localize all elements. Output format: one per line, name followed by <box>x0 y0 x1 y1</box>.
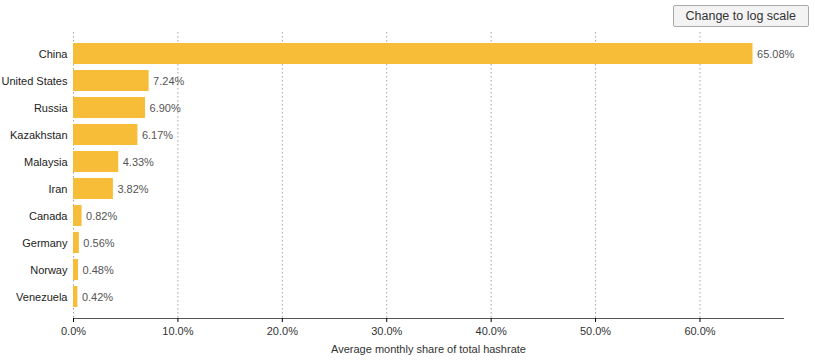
svg-text:50.0%: 50.0% <box>580 325 611 337</box>
svg-text:0.82%: 0.82% <box>86 210 117 222</box>
svg-text:40.0%: 40.0% <box>476 325 507 337</box>
svg-text:China: China <box>39 48 69 60</box>
svg-text:Canada: Canada <box>29 210 68 222</box>
svg-text:20.0%: 20.0% <box>267 325 298 337</box>
svg-text:Venezuela: Venezuela <box>16 291 68 303</box>
svg-text:United States: United States <box>1 75 68 87</box>
svg-text:Germany: Germany <box>22 237 68 249</box>
svg-text:Average monthly share of total: Average monthly share of total hashrate <box>331 343 526 355</box>
svg-text:4.33%: 4.33% <box>123 156 154 168</box>
svg-text:7.24%: 7.24% <box>153 75 184 87</box>
svg-text:65.08%: 65.08% <box>757 48 795 60</box>
svg-text:0.42%: 0.42% <box>82 291 113 303</box>
svg-text:10.0%: 10.0% <box>162 325 193 337</box>
svg-text:0.48%: 0.48% <box>83 264 114 276</box>
svg-text:Iran: Iran <box>49 183 68 195</box>
svg-text:Norway: Norway <box>30 264 68 276</box>
svg-text:6.17%: 6.17% <box>142 129 173 141</box>
svg-text:6.90%: 6.90% <box>150 102 181 114</box>
svg-text:0.56%: 0.56% <box>83 237 114 249</box>
html-text:Change to log scale: Change to log scale <box>685 9 796 23</box>
svg-text:Russia: Russia <box>34 102 69 114</box>
svg-text:Malaysia: Malaysia <box>24 156 68 168</box>
svg-text:60.0%: 60.0% <box>684 325 715 337</box>
svg-text:0.0%: 0.0% <box>61 325 86 337</box>
svg-text:3.82%: 3.82% <box>117 183 148 195</box>
svg-text:30.0%: 30.0% <box>371 325 402 337</box>
svg-text:Kazakhstan: Kazakhstan <box>10 129 67 141</box>
